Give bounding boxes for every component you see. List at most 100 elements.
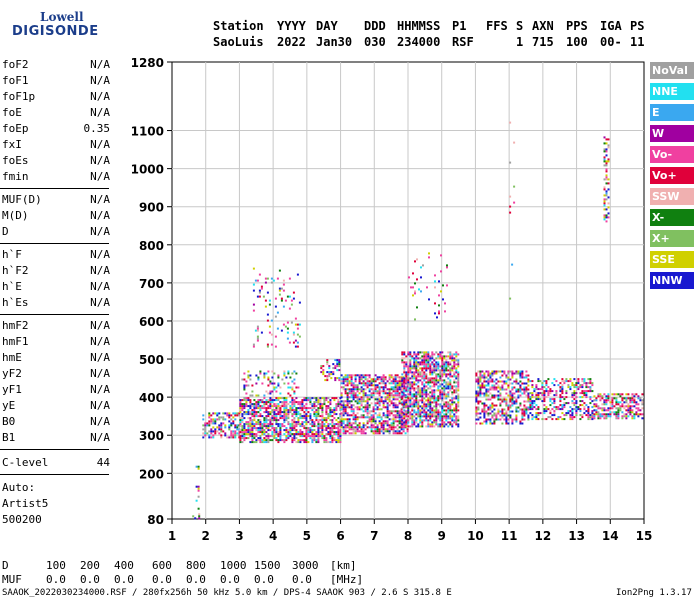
echo-point — [296, 273, 299, 276]
echo-point — [366, 400, 369, 403]
echo-point — [441, 409, 444, 412]
echo-point — [263, 437, 266, 440]
echo-point — [443, 423, 446, 426]
echo-point — [403, 401, 406, 404]
echo-point — [531, 392, 534, 395]
echo-point — [439, 395, 442, 398]
echo-point — [360, 432, 363, 435]
echo-point — [232, 420, 235, 423]
echo-point — [451, 393, 454, 396]
echo-point — [376, 400, 379, 403]
echo-point — [509, 195, 512, 198]
echo-point — [427, 379, 430, 382]
echo-point — [447, 381, 450, 384]
echo-point — [549, 400, 552, 403]
echo-point — [374, 412, 377, 415]
echo-point — [425, 391, 428, 394]
echo-point — [291, 421, 294, 424]
echo-point — [297, 431, 300, 434]
echo-point — [321, 431, 324, 434]
echo-point — [247, 437, 250, 440]
param-name: hmF2 — [2, 319, 29, 332]
echo-point — [457, 403, 460, 406]
echo-point — [407, 409, 410, 412]
echo-point — [441, 369, 444, 372]
echo-point — [597, 393, 600, 396]
echo-point — [243, 399, 246, 402]
echo-point — [342, 388, 345, 391]
echo-point — [515, 398, 518, 401]
echo-point — [527, 418, 530, 421]
echo-point — [437, 395, 440, 398]
echo-point — [485, 420, 488, 423]
echo-point — [407, 425, 410, 428]
echo-point — [267, 405, 270, 408]
echo-point — [392, 402, 395, 405]
echo-point — [384, 414, 387, 417]
echo-point — [259, 409, 262, 412]
echo-point — [453, 421, 456, 424]
echo-point — [352, 392, 355, 395]
echo-point — [263, 374, 266, 377]
echo-point — [327, 401, 330, 404]
echo-point — [511, 422, 514, 425]
echo-point — [457, 419, 460, 422]
echo-point — [398, 410, 401, 413]
echo-point — [337, 433, 340, 436]
echo-point — [457, 409, 460, 412]
echo-point — [633, 413, 636, 416]
echo-point — [321, 419, 324, 422]
echo-point — [251, 433, 254, 436]
echo-point — [273, 435, 276, 438]
echo-point — [529, 400, 532, 403]
echo-point — [605, 192, 608, 195]
echo-point — [275, 423, 278, 426]
echo-point — [407, 411, 410, 414]
echo-point — [210, 436, 213, 439]
echo-point — [378, 390, 381, 393]
echo-point — [329, 423, 332, 426]
echo-point — [515, 402, 518, 405]
echo-point — [435, 373, 438, 376]
echo-point — [535, 394, 538, 397]
header-value: SaoLuis — [213, 35, 264, 49]
echo-point — [509, 406, 512, 409]
echo-point — [513, 392, 516, 395]
echo-point — [396, 384, 399, 387]
echo-point — [531, 386, 534, 389]
echo-point — [419, 395, 422, 398]
echo-point — [297, 413, 300, 416]
echo-point — [503, 372, 506, 375]
echo-point — [337, 421, 340, 424]
echo-point — [301, 401, 304, 404]
echo-point — [543, 404, 546, 407]
echo-point — [617, 411, 620, 414]
echo-point — [335, 427, 338, 430]
echo-point — [615, 401, 618, 404]
echo-point — [340, 420, 343, 423]
echo-point — [277, 397, 280, 400]
echo-point — [339, 397, 342, 400]
echo-point — [427, 355, 430, 358]
echo-point — [437, 361, 440, 364]
echo-point — [559, 408, 562, 411]
echo-point — [263, 403, 266, 406]
echo-point — [392, 404, 395, 407]
echo-point — [243, 413, 246, 416]
echo-point — [287, 417, 290, 420]
echo-point — [422, 264, 424, 267]
echo-point — [344, 380, 347, 383]
echo-point — [378, 378, 381, 381]
header-value: 030 — [364, 35, 386, 49]
echo-point — [303, 425, 306, 428]
echo-point — [364, 378, 367, 381]
echo-point — [629, 397, 632, 400]
param-row: B0 N/A — [2, 415, 110, 430]
echo-point — [323, 439, 326, 442]
echo-point — [370, 410, 373, 413]
echo-point — [275, 429, 278, 432]
echo-point — [551, 408, 554, 411]
echo-point — [425, 415, 428, 418]
echo-point — [299, 431, 302, 434]
echo-point — [435, 399, 438, 402]
